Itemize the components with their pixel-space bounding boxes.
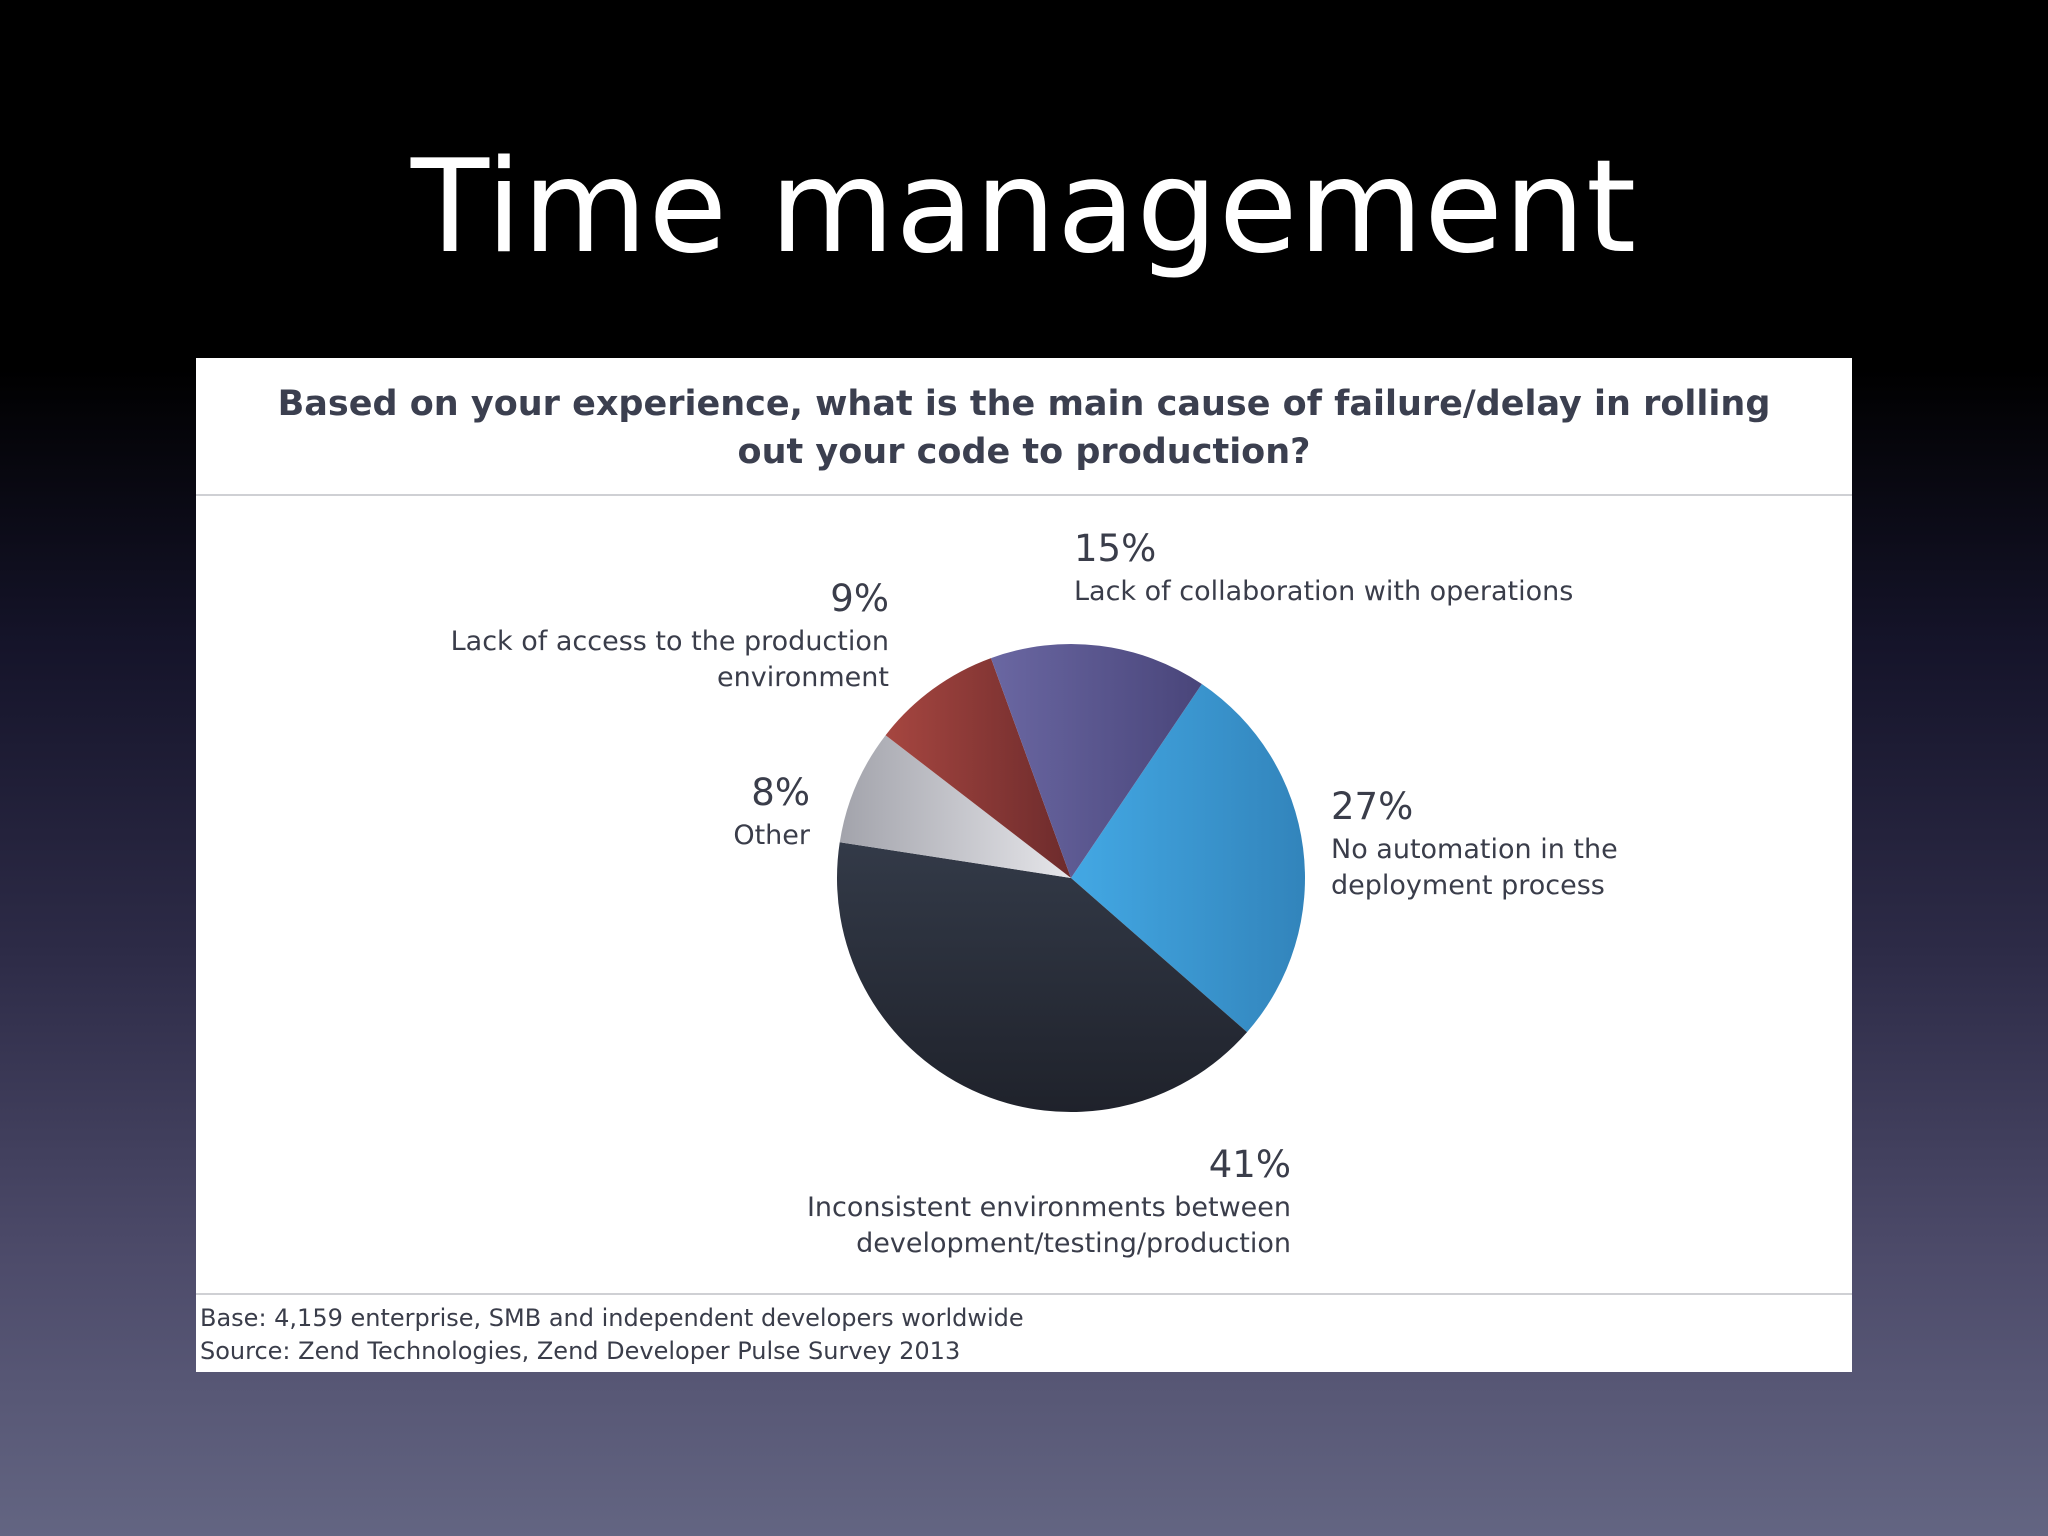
label-access-text-2: environment (717, 662, 889, 693)
footnote-divider (196, 1293, 1852, 1295)
pie-chart (836, 644, 1305, 1113)
label-inconsistent: 41% Inconsistent environments between de… (807, 1140, 1291, 1262)
pie-slices (836, 644, 1305, 1113)
footnote-base: Base: 4,159 enterprise, SMB and independ… (200, 1304, 1024, 1332)
label-inconsistent-value: 41% (1208, 1143, 1291, 1186)
label-other-value: 8% (751, 771, 810, 814)
label-collaboration-value: 15% (1074, 527, 1157, 570)
slice-lack-of-collaboration (990, 644, 1202, 878)
slice-other (839, 735, 1071, 878)
chart-title-line-1: Based on your experience, what is the ma… (277, 384, 1771, 424)
footnote: Base: 4,159 enterprise, SMB and independ… (200, 1302, 1024, 1368)
label-other: 8% Other (733, 768, 810, 854)
label-automation-value: 27% (1331, 785, 1414, 828)
label-access-value: 9% (830, 577, 889, 620)
chart-title: Based on your experience, what is the ma… (196, 380, 1852, 476)
label-automation-text-1: No automation in the (1331, 834, 1618, 865)
label-collaboration-text: Lack of collaboration with operations (1074, 576, 1574, 607)
label-inconsistent-text-1: Inconsistent environments between (806, 1192, 1291, 1223)
label-other-text: Other (733, 820, 810, 851)
title-divider (196, 494, 1852, 496)
label-automation-text-2: deployment process (1331, 870, 1605, 901)
label-automation: 27% No automation in the deployment proc… (1331, 782, 1618, 904)
chart-card: Based on your experience, what is the ma… (196, 358, 1852, 1372)
slice-lack-of-access (885, 658, 1071, 878)
label-access: 9% Lack of access to the production envi… (451, 574, 889, 696)
label-access-text-1: Lack of access to the production (450, 626, 889, 657)
footnote-source: Source: Zend Technologies, Zend Develope… (200, 1337, 961, 1365)
chart-title-line-2: out your code to production? (737, 432, 1311, 472)
slice-no-automation (1071, 684, 1305, 1033)
label-inconsistent-text-2: development/testing/production (856, 1228, 1291, 1259)
slide-title: Time management (410, 133, 1638, 282)
label-collaboration: 15% Lack of collaboration with operation… (1074, 524, 1573, 610)
slice-inconsistent-environments (836, 842, 1248, 1113)
